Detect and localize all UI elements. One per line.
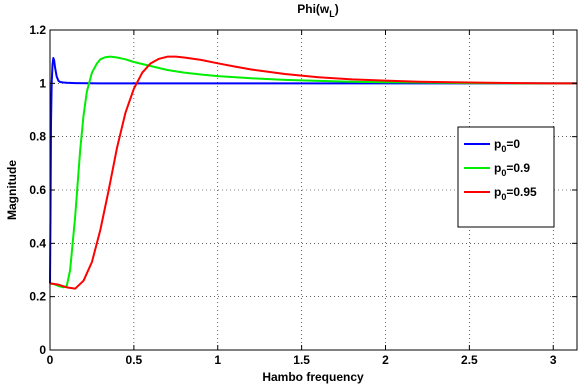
- x-tick-label: 3: [550, 353, 557, 367]
- chart-title: Phi(wL): [297, 2, 339, 19]
- y-tick-label: 1: [39, 76, 46, 90]
- plot-lines: [49, 55, 577, 290]
- x-tick-label: 2.5: [461, 353, 478, 367]
- legend-label: p0=0.9: [494, 161, 530, 178]
- x-tick-label: 2: [382, 353, 389, 367]
- y-tick-label: 0: [39, 343, 46, 357]
- y-axis-label: Magnitude: [5, 160, 19, 220]
- series-line: [49, 57, 577, 284]
- y-tick-label: 0.2: [29, 290, 46, 304]
- y-tick-label: 0.8: [29, 130, 46, 144]
- axis-ticks: 0 0.5 1 1.5 2 2.5 3 0 0.2 0.4 0.6 0.8 1 1.2: [29, 23, 577, 367]
- y-tick-label: 0.4: [29, 236, 46, 250]
- x-tick-label: 1.5: [293, 353, 310, 367]
- legend-label: p0=0.95: [494, 185, 537, 202]
- series-line: [49, 55, 577, 289]
- series-line: [49, 55, 577, 290]
- legend-label: p0=0: [494, 137, 520, 154]
- legend: p0=0 p0=0.9 p0=0.95: [457, 126, 555, 228]
- x-axis-label: Hambo frequency: [262, 370, 364, 384]
- y-tick-label: 0.6: [29, 183, 46, 197]
- y-tick-label: 1.2: [29, 23, 46, 37]
- x-tick-label: 0: [47, 353, 54, 367]
- x-tick-label: 1: [214, 353, 221, 367]
- x-tick-label: 0.5: [126, 353, 143, 367]
